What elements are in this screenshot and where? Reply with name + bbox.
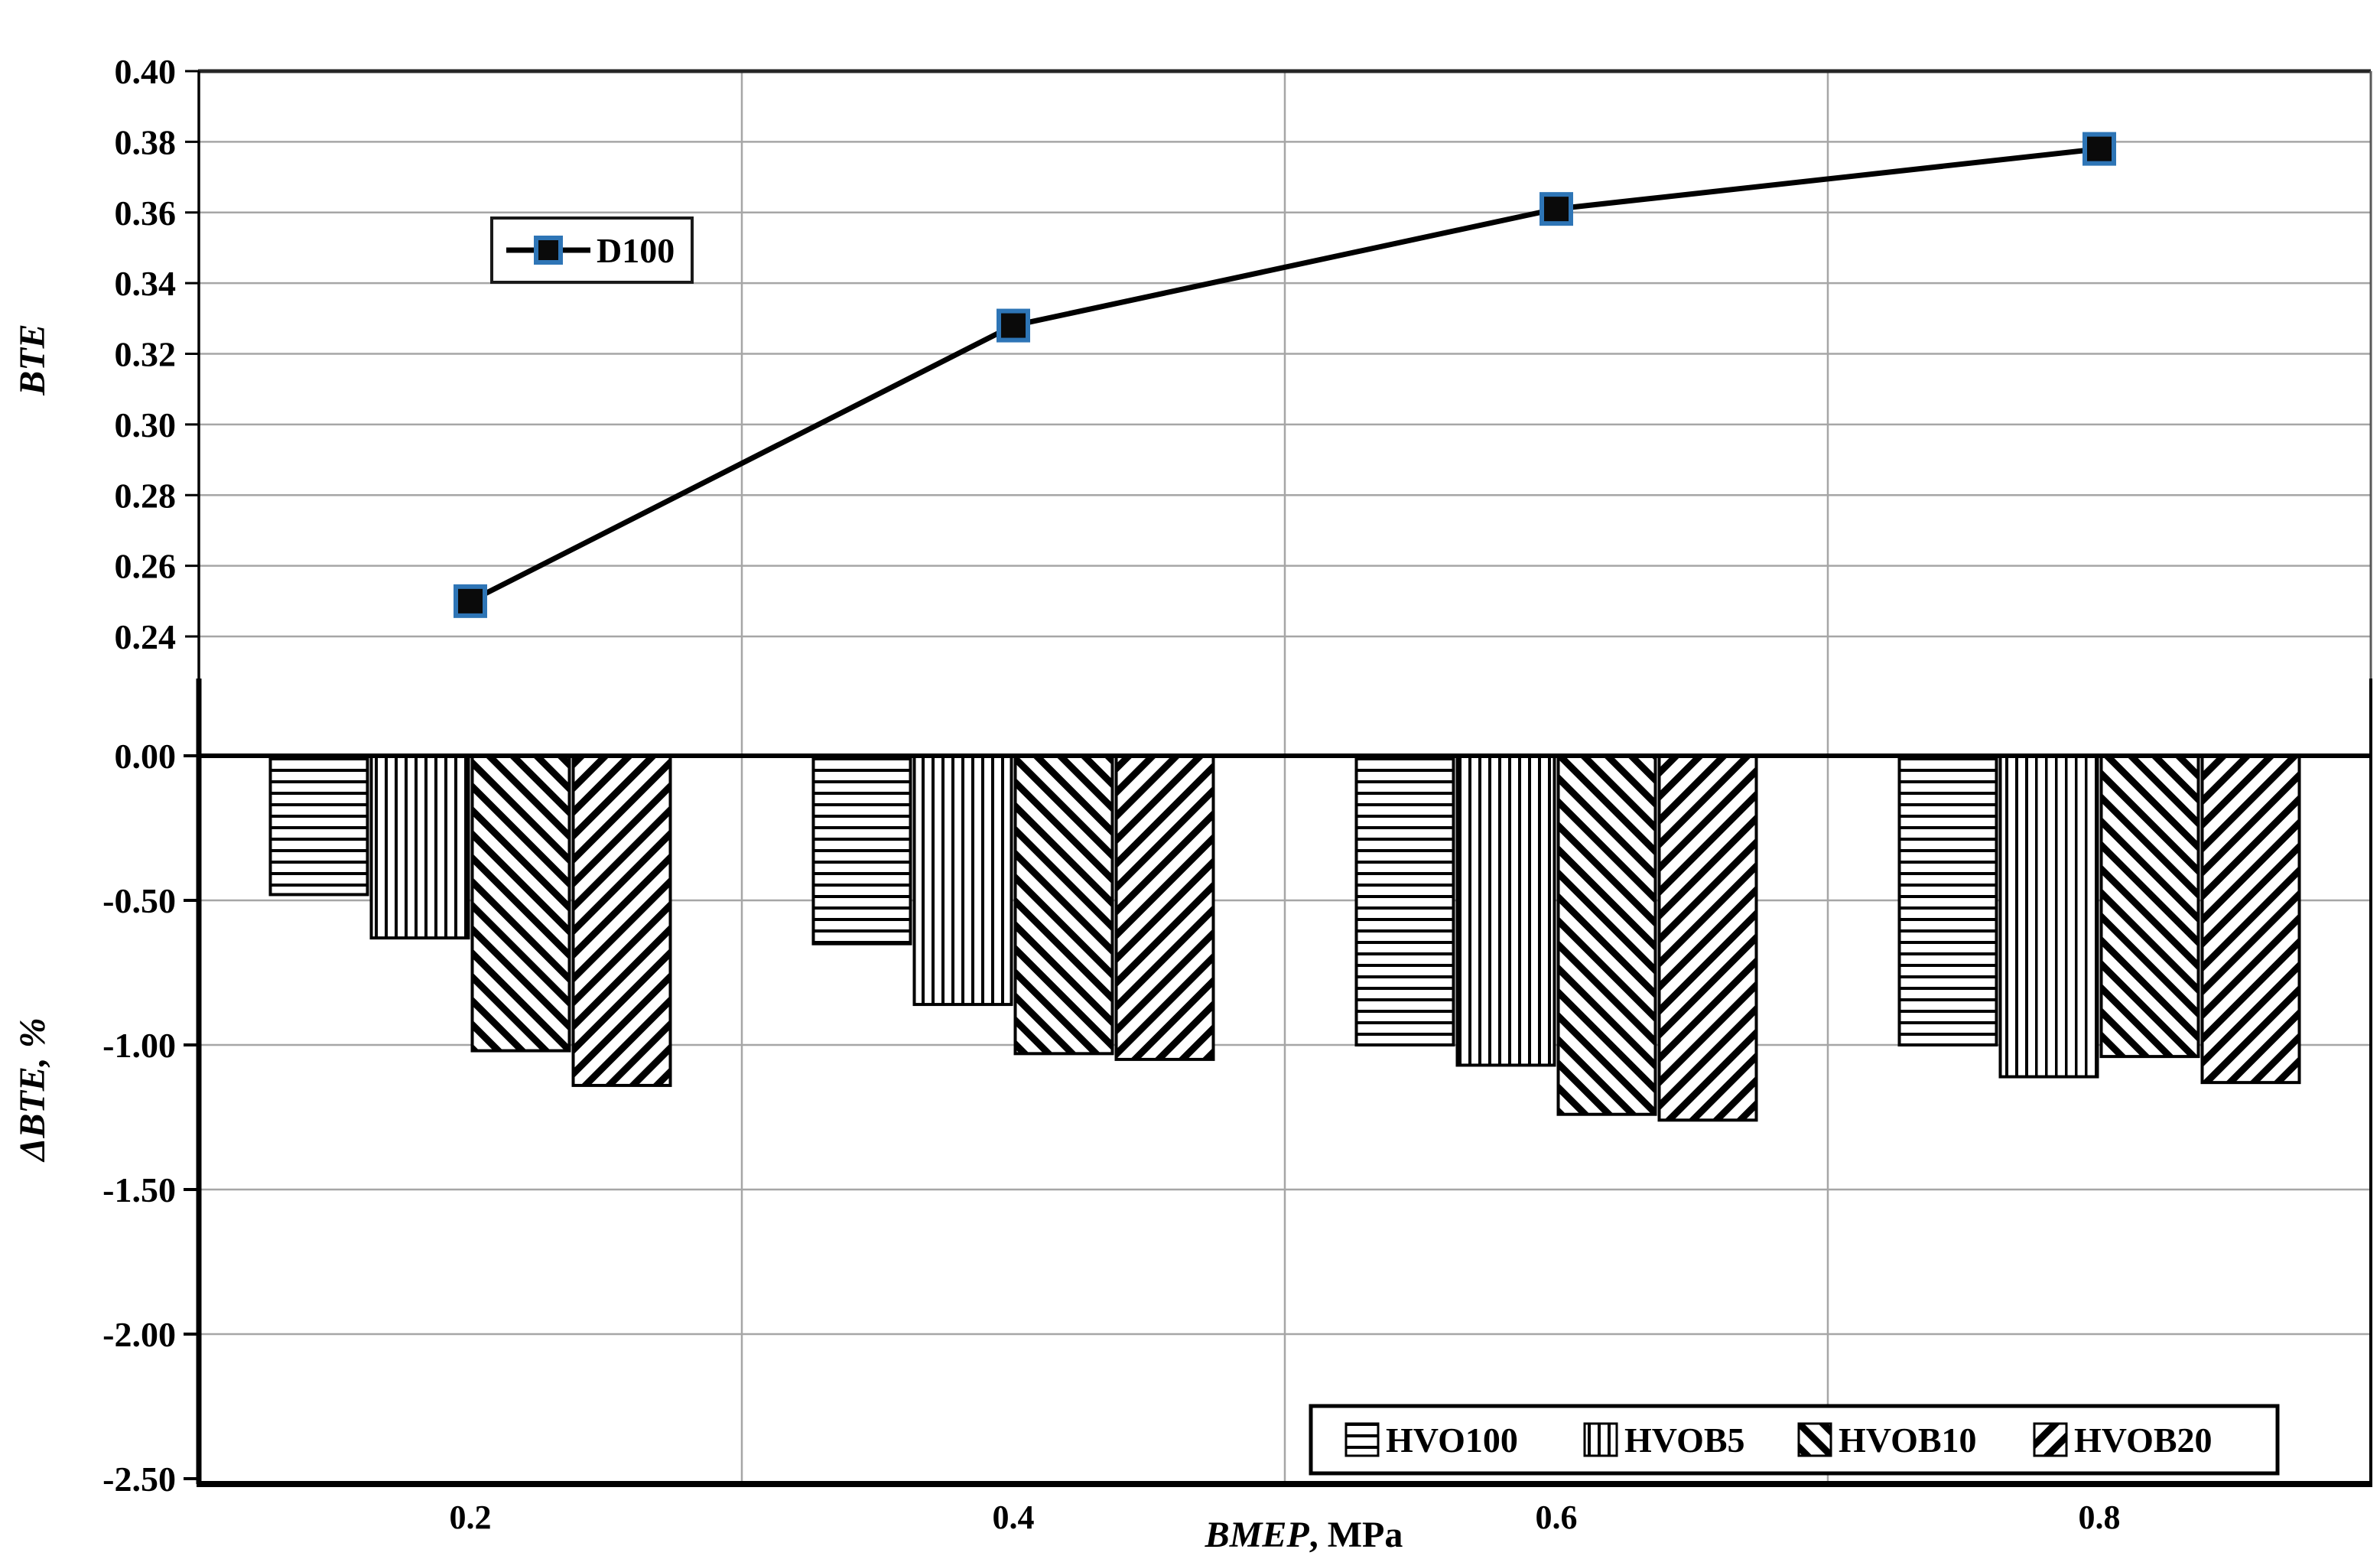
d100-marker — [1540, 192, 1573, 226]
y-tick-label-top: 0.40 — [115, 52, 177, 91]
y-tick-label-bottom: -1.00 — [102, 1026, 176, 1065]
bar-hvob20-x0.8 — [2200, 754, 2301, 1085]
y-tick-label-top: 0.26 — [115, 547, 177, 586]
legend-label-hvob10: HVOB10 — [1839, 1421, 1977, 1460]
legend-label-hvob5: HVOB5 — [1624, 1421, 1745, 1460]
y-tick-label-bottom: -1.50 — [102, 1170, 176, 1209]
bar-hvob10-x0.8 — [2099, 754, 2200, 1059]
panel-borders — [196, 69, 2372, 1487]
bar-hvob20-x0.6 — [1657, 754, 1758, 1122]
legend-label-hvo100: HVO100 — [1386, 1421, 1518, 1460]
d100-marker — [2082, 132, 2116, 166]
legend-bottom-box — [1309, 1404, 2280, 1476]
legend-entry-hvob10: HVOB10 — [1797, 1421, 1977, 1460]
gridlines — [199, 71, 2371, 1484]
x-tick-label: 0.2 — [450, 1499, 492, 1536]
legend-d100-label: D100 — [597, 231, 675, 270]
y-tick-label-bottom: -0.50 — [102, 881, 176, 920]
legend-d100-marker — [534, 236, 563, 265]
y-axis-title-top: BTE — [12, 324, 53, 395]
legend-bottom: HVO100 HVOB5 HVOB10 HVOB20 — [1309, 1404, 2280, 1476]
bar-hvo100-x0.8 — [1897, 754, 1998, 1046]
bar-hvob20-x0.2 — [571, 754, 672, 1087]
bar-hvo100-x0.6 — [1354, 754, 1455, 1046]
x-axis-title: BMEP, MPa — [1205, 1515, 1403, 1555]
d100-line — [469, 146, 2100, 604]
y-tick-label-top: 0.32 — [115, 335, 177, 374]
y-tick-label-top: 0.24 — [115, 617, 177, 656]
d100-marker — [997, 308, 1030, 343]
bar-hvob10-x0.6 — [1556, 754, 1657, 1116]
bar-hvo100-x0.4 — [811, 754, 912, 945]
bar-hvob20-x0.4 — [1114, 754, 1215, 1061]
bar-hvo100-x0.2 — [268, 754, 369, 897]
bar-hvob5-x0.2 — [369, 754, 470, 940]
bar-hvob5-x0.6 — [1455, 754, 1556, 1067]
x-tick-label: 0.6 — [1536, 1499, 1578, 1536]
legend-swatch-vertical-lines — [1583, 1422, 1618, 1457]
legend-label-hvob20: HVOB20 — [2074, 1421, 2213, 1460]
legend-swatch-diagonal-backslash — [1797, 1422, 1832, 1457]
bar-hvob5-x0.4 — [912, 754, 1013, 1007]
axis-ticks-and-labels: 0.40 0.38 0.36 0.34 0.32 0.30 0.28 0.26 0.24 0.00… — [102, 52, 2120, 1536]
bar-hvob10-x0.4 — [1013, 754, 1114, 1056]
legend-swatch-diagonal-forwardslash — [2033, 1422, 2068, 1457]
y-axis-title-bottom: ΔBTE, % — [12, 1017, 53, 1162]
bar-series-group — [268, 754, 2301, 1122]
y-tick-label-bottom: -2.00 — [102, 1315, 176, 1354]
x-tick-label: 0.8 — [2079, 1499, 2121, 1536]
legend-entry-hvob5: HVOB5 — [1583, 1421, 1745, 1460]
y-tick-label-bottom: -2.50 — [102, 1460, 176, 1499]
legend-swatch-horizontal-lines — [1344, 1422, 1380, 1457]
legend-entry-hvo100: HVO100 — [1344, 1421, 1518, 1460]
bar-hvob5-x0.8 — [1998, 754, 2099, 1079]
y-tick-label-top: 0.28 — [115, 476, 177, 515]
y-tick-label-top: 0.30 — [115, 405, 177, 444]
bar-hvob10-x0.2 — [470, 754, 571, 1053]
y-tick-label-top: 0.36 — [115, 194, 177, 233]
y-tick-label-top: 0.38 — [115, 122, 177, 161]
x-tick-label: 0.4 — [993, 1499, 1035, 1536]
legend-top: D100 — [490, 216, 694, 284]
legend-entry-hvob20: HVOB20 — [2033, 1421, 2213, 1460]
d100-marker — [454, 584, 487, 618]
y-tick-label-bottom: 0.00 — [115, 737, 177, 776]
y-tick-label-top: 0.34 — [115, 264, 177, 303]
